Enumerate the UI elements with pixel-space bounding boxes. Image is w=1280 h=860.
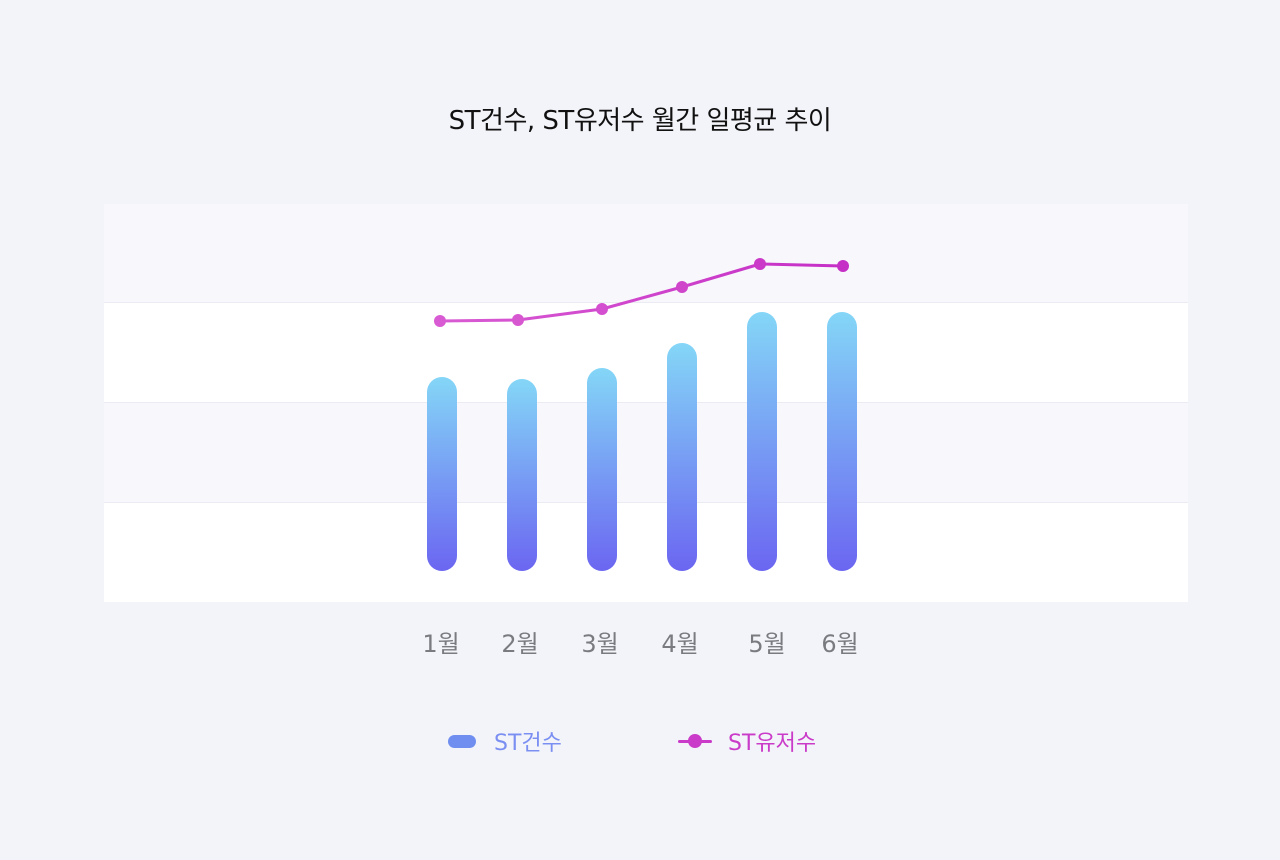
- grid-band-1: [104, 204, 1188, 303]
- line-point-4[interactable]: [676, 281, 688, 293]
- bar-2[interactable]: [507, 379, 537, 571]
- bar-1[interactable]: [427, 377, 457, 571]
- bar-4[interactable]: [667, 343, 697, 571]
- grid-band-2: [104, 303, 1188, 403]
- line-point-5[interactable]: [754, 258, 766, 270]
- line-point-1[interactable]: [434, 315, 446, 327]
- x-tick-label: 4월: [661, 630, 699, 658]
- plot-area: [104, 204, 1188, 602]
- x-tick-label: 3월: [581, 630, 619, 658]
- bar-5[interactable]: [747, 312, 777, 571]
- x-tick-label: 5월: [748, 630, 786, 658]
- legend-label-st-users: ST유저수: [728, 731, 817, 756]
- legend-item-st-count[interactable]: ST건수: [448, 724, 562, 758]
- bars-layer: [427, 312, 857, 571]
- x-tick-label: 6월: [821, 630, 859, 658]
- legend-item-st-users[interactable]: ST유저수: [678, 724, 816, 758]
- legend-bar-swatch: [448, 734, 476, 748]
- grid-band-4: [104, 503, 1188, 602]
- line-point-6[interactable]: [837, 260, 849, 272]
- chart-title: ST건수, ST유저수 월간 일평균 추이: [448, 106, 832, 136]
- x-tick-label: 1월: [422, 630, 460, 658]
- series-line-st-users: [438, 262, 845, 323]
- legend: ST건수 ST유저수: [0, 724, 1280, 764]
- x-tick-label: 2월: [501, 630, 539, 658]
- grid-band-3: [104, 403, 1188, 503]
- bar-6[interactable]: [827, 312, 857, 571]
- legend-line-swatch: [678, 734, 712, 748]
- line-point-2[interactable]: [512, 314, 524, 326]
- legend-label-st-count: ST건수: [494, 731, 562, 756]
- line-point-3[interactable]: [596, 303, 608, 315]
- line-layer: [434, 258, 849, 327]
- bar-3[interactable]: [587, 368, 617, 571]
